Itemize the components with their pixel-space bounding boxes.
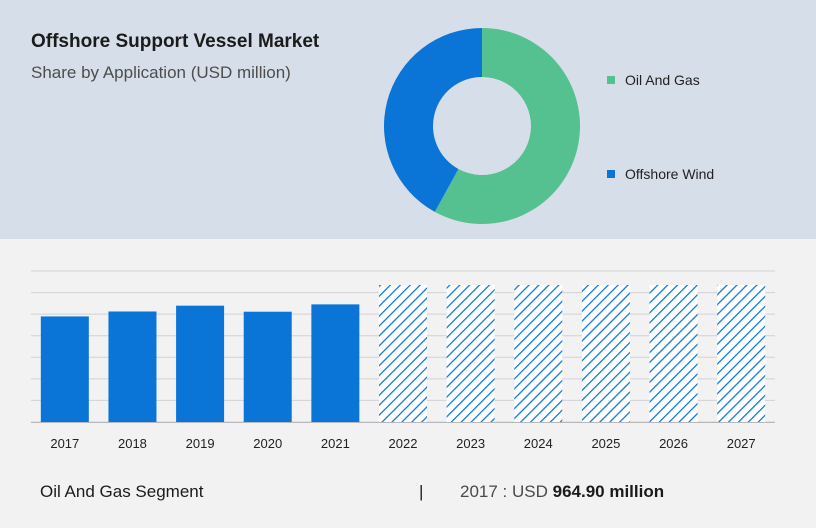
segment-value: 2017 : USD 964.90 million <box>460 482 664 502</box>
forecast-bar-2027 <box>717 284 766 422</box>
x-tick-label: 2023 <box>456 436 485 451</box>
x-tick-label: 2017 <box>50 436 79 451</box>
x-tick-label: 2024 <box>524 436 553 451</box>
forecast-bar-2024 <box>514 284 563 422</box>
x-tick-label: 2026 <box>659 436 688 451</box>
bar-chart: 2017 2018 2019 2020 2021 2022 2023 2024 2025 2026… <box>31 270 775 451</box>
x-tick-label: 2025 <box>591 436 620 451</box>
donut-slice-offshore-wind <box>384 28 482 212</box>
segment-year-prefix: 2017 : USD <box>460 482 548 501</box>
legend-label-oil-and-gas: Oil And Gas <box>625 72 700 88</box>
forecast-bar-2023 <box>446 284 495 422</box>
bar-2018 <box>108 311 157 422</box>
x-tick-label: 2027 <box>727 436 756 451</box>
legend-item-offshore-wind: Offshore Wind <box>607 164 714 184</box>
forecast-bar-2022 <box>379 284 427 422</box>
bar-2019 <box>176 305 225 422</box>
x-tick-label: 2021 <box>321 436 350 451</box>
forecast-bar-2026 <box>649 284 698 422</box>
legend-swatch-oil-and-gas <box>607 76 615 84</box>
x-tick-label: 2019 <box>186 436 215 451</box>
bar-2017 <box>40 316 89 422</box>
x-tick-label: 2022 <box>389 436 418 451</box>
segment-value-amount: 964.90 million <box>552 482 665 501</box>
chart-subtitle: Share by Application (USD million) <box>31 63 291 82</box>
donut-chart <box>384 28 580 224</box>
forecast-bar-2025 <box>581 284 630 422</box>
x-tick-label: 2018 <box>118 436 147 451</box>
legend-item-oil-and-gas: Oil And Gas <box>607 70 700 90</box>
donut-slice-oil-and-gas <box>434 28 580 224</box>
segment-label: Oil And Gas Segment <box>40 482 204 501</box>
x-tick-label: 2020 <box>253 436 282 451</box>
footer-separator: | <box>419 482 424 501</box>
legend-label-offshore-wind: Offshore Wind <box>625 166 715 182</box>
bar-2021 <box>311 304 360 422</box>
chart-title: Offshore Support Vessel Market <box>31 31 320 52</box>
bar-2020 <box>243 311 292 422</box>
legend-swatch-offshore-wind <box>607 170 615 178</box>
